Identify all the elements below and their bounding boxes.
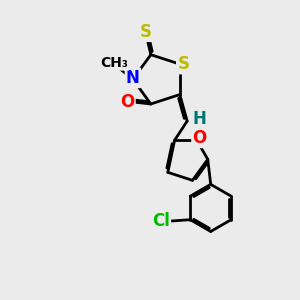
Text: O: O — [193, 129, 207, 147]
Text: N: N — [126, 69, 140, 87]
Text: H: H — [193, 110, 206, 128]
Text: Cl: Cl — [152, 212, 170, 230]
Text: CH₃: CH₃ — [100, 56, 128, 70]
Text: O: O — [120, 93, 134, 111]
Text: S: S — [140, 23, 152, 41]
Text: S: S — [177, 55, 189, 73]
